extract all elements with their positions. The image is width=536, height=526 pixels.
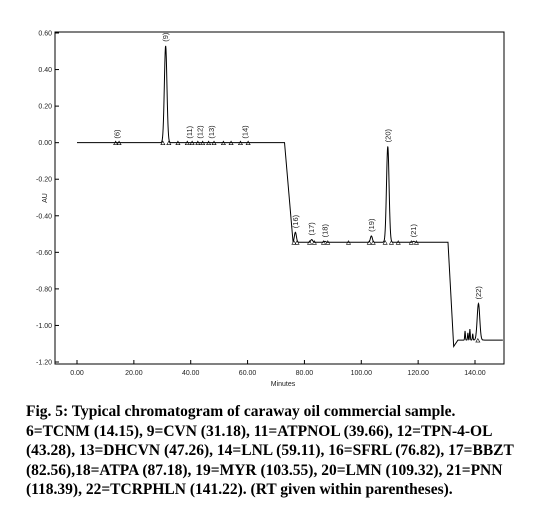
y-tick-label: -1.20 [36, 360, 52, 367]
integration-marker [206, 140, 212, 145]
integration-marker [245, 140, 251, 145]
y-tick-label: 0.20 [38, 104, 52, 111]
chromatogram-trace [77, 45, 503, 348]
x-tick-label: 20.00 [125, 370, 143, 377]
peak-label: (18) [320, 224, 329, 238]
y-tick-label: -0.40 [36, 213, 52, 220]
x-tick-label: 80.00 [296, 370, 314, 377]
integration-marker [395, 240, 401, 245]
figure-caption: Fig. 5: Typical chromatogram of caraway … [26, 402, 528, 500]
integration-marker [291, 240, 297, 245]
peak-markers [113, 140, 481, 343]
integration-marker [113, 140, 119, 145]
x-axis: 0.00 20.00 40.00 60.00 80.00 100.00 120.00 140.… [70, 360, 486, 377]
peak-label: (22) [474, 286, 483, 300]
integration-marker [366, 240, 372, 245]
y-tick-label: -1.00 [36, 323, 52, 330]
integration-marker [320, 240, 326, 245]
integration-marker [195, 140, 201, 145]
integration-marker [382, 240, 388, 245]
y-axis-label: AU [42, 193, 49, 203]
peak-label: (12) [196, 125, 205, 139]
peak-label: (19) [367, 218, 376, 232]
integration-marker [388, 240, 394, 245]
peak-label: (17) [307, 222, 316, 236]
y-axis: 0.60 0.40 0.20 0.00 -0.20 -0.40 -0.60 -0.80 -1.0… [36, 31, 59, 367]
integration-marker [345, 240, 352, 245]
integration-marker [166, 140, 172, 145]
caption-body: 6=TCNM (14.15), 9=CVN (31.18), 11=ATPNOL… [26, 422, 514, 499]
y-tick-label: 0.40 [38, 67, 52, 74]
y-tick-label: -0.60 [36, 250, 52, 257]
integration-marker [237, 140, 243, 145]
y-tick-label: -0.80 [36, 286, 52, 293]
integration-marker [370, 240, 376, 245]
integration-marker [189, 140, 195, 145]
chromatogram-chart: 0.60 0.40 0.20 0.00 -0.20 -0.40 -0.60 -0.80 -1.0… [36, 31, 505, 388]
peak-label: (21) [409, 224, 418, 238]
peak-label: (20) [383, 128, 392, 142]
integration-marker [184, 140, 190, 145]
x-axis-label: Minutes [271, 381, 296, 388]
peak-labels: (6) (9) (11) (12) (13) (14) (16) (17) (18) (19) (2… [113, 32, 483, 299]
integration-marker [307, 240, 313, 245]
integration-marker [294, 240, 300, 245]
x-tick-label: 120.00 [407, 370, 429, 377]
x-tick-label: 100.00 [351, 370, 373, 377]
integration-marker [175, 140, 181, 145]
peak-label: (9) [161, 32, 170, 42]
peak-label: (13) [207, 125, 216, 139]
peak-label: (6) [113, 129, 122, 139]
x-tick-label: 140.00 [464, 370, 486, 377]
integration-marker [311, 240, 317, 245]
integration-marker [228, 140, 234, 145]
integration-marker [160, 140, 166, 145]
y-tick-label: -0.20 [36, 177, 52, 184]
integration-marker [325, 240, 331, 245]
x-tick-label: 0.00 [70, 370, 84, 377]
caption-title: Fig. 5: Typical chromatogram of caraway … [26, 403, 456, 420]
peak-label: (16) [291, 214, 300, 228]
x-tick-label: 60.00 [239, 370, 257, 377]
integration-marker [200, 140, 206, 145]
integration-marker [116, 140, 122, 145]
integration-marker [408, 240, 414, 245]
peak-label: (11) [185, 125, 194, 138]
y-tick-label: 0.60 [38, 31, 52, 38]
peak-label: (14) [241, 125, 250, 139]
integration-marker [475, 337, 481, 343]
y-tick-label: 0.00 [38, 140, 52, 147]
x-tick-label: 40.00 [182, 370, 200, 377]
integration-marker [220, 140, 226, 145]
plot-frame [54, 31, 505, 365]
integration-marker [413, 240, 419, 245]
integration-marker [211, 140, 217, 145]
